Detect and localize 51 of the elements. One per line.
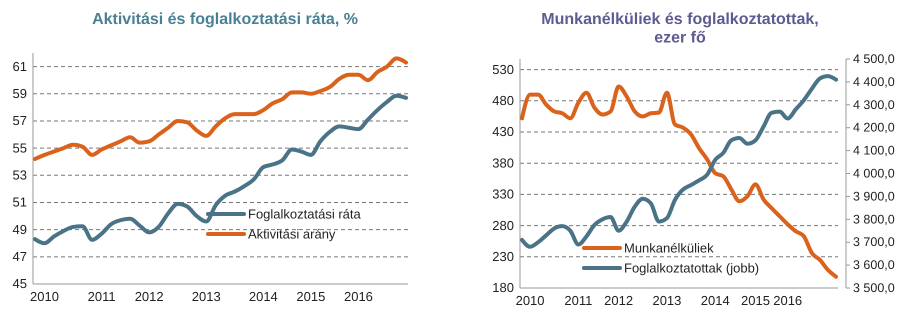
x-tick-label: 2016 [773,293,802,308]
legend-label: Aktivitási arány [248,226,336,242]
y-tick-label: 59 [12,86,27,101]
legend-label: Foglalkoztatási ráta [248,206,362,222]
y-tick-label: 430 [492,124,514,140]
y-tick-label: 49 [12,222,27,237]
y-tick-label: 480 [492,92,514,108]
y2-tick-label: 4 000,0 [853,166,895,180]
legend-label: Munkanélküliek [624,240,714,256]
y-tick-label: 180 [492,280,514,296]
y-tick-label: 45 [12,276,27,292]
y-tick-label: 57 [12,113,27,128]
x-tick-label: 2016 [344,289,373,304]
y2-tick-label: 3 600,0 [853,258,895,272]
y-tick-label: 530 [492,62,514,77]
y2-tick-label: 3 700,0 [853,235,895,250]
y-tick-label: 51 [12,194,27,210]
y-tick-label: 230 [492,248,514,264]
y-tick-label: 53 [12,167,27,182]
x-tick-label: 2013 [652,293,682,308]
x-tick-label: 2014 [700,293,730,308]
line-series [33,94,408,246]
line-series [520,84,838,279]
chart-title: Munkanélküliek és foglalkoztatottak, ezer fő [541,11,819,46]
y2-tick-label: 3 900,0 [853,189,895,204]
y-tick-label: 61 [12,58,27,74]
x-tick-label: 2013 [192,289,221,304]
x-tick-label: 2014 [248,289,278,304]
y2-tick-label: 4 100,0 [853,144,895,158]
y-tick-label: 380 [492,155,514,170]
y2-tick-label: 4 300,0 [853,98,895,112]
legend-label: Foglalkoztatottak (jobb) [624,260,760,276]
y-tick-label: 280 [492,218,514,233]
x-tick-label: 2012 [604,293,634,308]
chart-title: Aktivitási és foglalkoztatási ráta, % [92,11,358,28]
y2-tick-label: 3 800,0 [853,212,895,226]
x-tick-label: 2015 [741,293,770,308]
y2-tick-label: 4 500,0 [853,52,895,66]
x-tick-label: 2011 [564,293,592,308]
line-series [33,56,408,161]
x-tick-label: 2010 [30,289,59,304]
y2-tick-label: 4 200,0 [853,120,895,135]
x-tick-label: 2012 [134,289,164,304]
x-tick-label: 2011 [88,289,116,304]
y2-tick-label: 4 400,0 [853,74,895,89]
y-tick-label: 330 [492,186,514,202]
y-tick-label: 55 [12,140,27,156]
x-tick-label: 2010 [516,293,545,308]
y-tick-label: 47 [12,248,27,264]
x-tick-label: 2015 [296,289,326,304]
y2-tick-label: 3 500,0 [853,281,895,295]
